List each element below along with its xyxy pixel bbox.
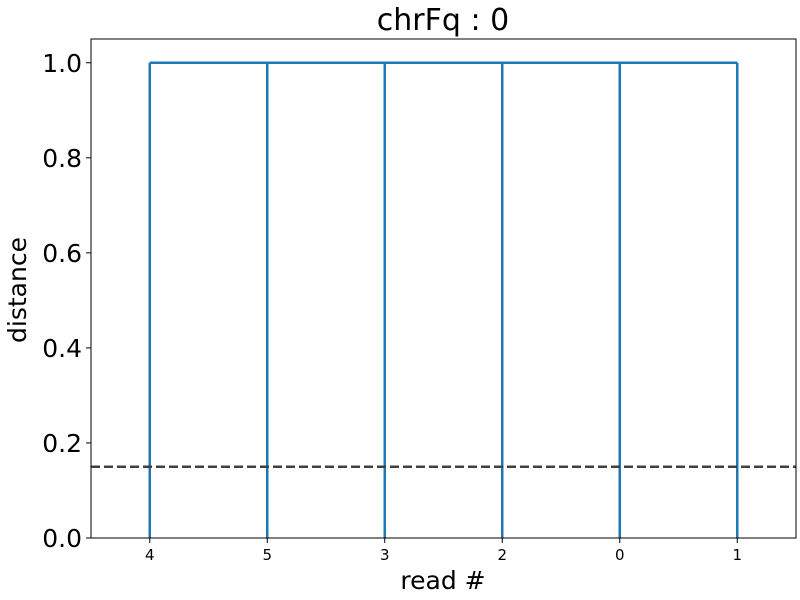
y-tick-label: 0.4 (42, 334, 82, 363)
y-tick-label: 0.6 (42, 239, 82, 268)
y-tick-label: 1.0 (42, 49, 82, 78)
leaf-label: 1 (732, 546, 742, 564)
leaf-label: 5 (262, 546, 272, 564)
plot-area: 0.0 0.2 0.4 0.6 0.8 1.0 4 5 3 2 0 1 (42, 38, 797, 564)
plot-frame (90, 38, 797, 539)
leaf-label: 3 (380, 546, 390, 564)
leaf-label: 2 (497, 546, 507, 564)
chart-title: chrFq : 0 (377, 3, 509, 38)
y-axis-label: distance (3, 237, 32, 343)
y-tick-label: 0.2 (42, 429, 82, 458)
y-tick-label: 0.0 (42, 524, 82, 553)
x-axis-label: read # (400, 566, 485, 595)
leaf-label: 4 (145, 546, 155, 564)
y-tick-label: 0.8 (42, 144, 82, 173)
leaf-label: 0 (615, 546, 625, 564)
